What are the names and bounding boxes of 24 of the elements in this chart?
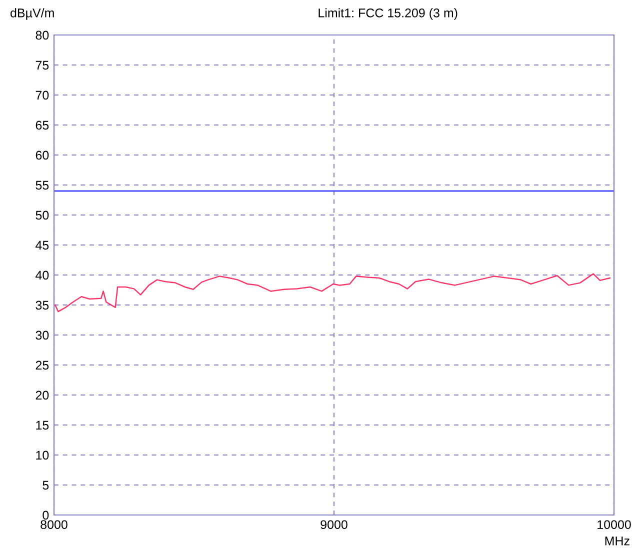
y-tick-label: 60 bbox=[36, 150, 49, 160]
y-tick-label: 15 bbox=[36, 420, 49, 430]
y-tick-label: 30 bbox=[36, 330, 49, 340]
x-tick-label: 8000 bbox=[40, 520, 68, 530]
text: Limit1: FCC 15.209 (3 m) bbox=[318, 8, 458, 20]
y-tick-label: 5 bbox=[42, 480, 49, 490]
y-tick-label: 0 bbox=[42, 510, 49, 520]
y-tick-label: 75 bbox=[36, 60, 49, 70]
y-tick-label: 35 bbox=[36, 300, 49, 310]
y-tick-label: 55 bbox=[36, 180, 49, 190]
y-tick-label: 80 bbox=[36, 30, 49, 40]
y-tick-label: 65 bbox=[36, 120, 49, 130]
x-axis-title: MHz bbox=[605, 536, 630, 546]
y-axis-title: dBµV/m bbox=[10, 8, 54, 20]
y-tick-label: 45 bbox=[36, 240, 49, 250]
y-tick-label: 70 bbox=[36, 90, 49, 100]
y-tick-label: 40 bbox=[36, 270, 49, 280]
y-tick-label: 10 bbox=[36, 450, 49, 460]
line-series bbox=[54, 273, 610, 312]
y-tick-label: 50 bbox=[36, 210, 49, 220]
y-tick-label: 20 bbox=[36, 390, 49, 400]
x-tick-label: 9000 bbox=[320, 520, 348, 530]
x-tick-label: 10000 bbox=[598, 520, 631, 530]
y-tick-label: 25 bbox=[36, 360, 49, 370]
